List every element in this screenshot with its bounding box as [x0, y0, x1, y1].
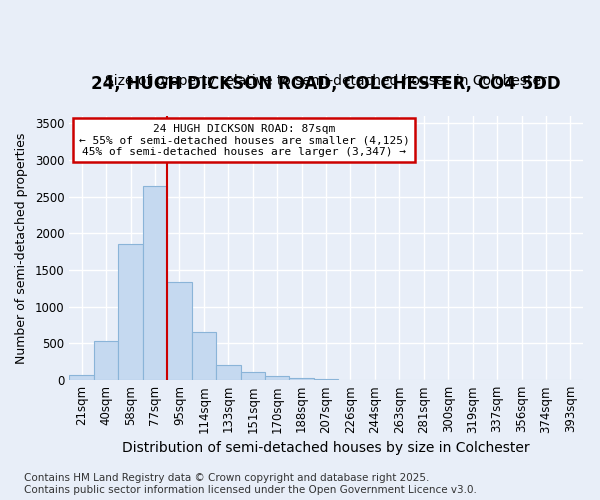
Bar — [241, 372, 265, 380]
Bar — [191, 332, 216, 380]
Bar — [94, 341, 118, 380]
Bar — [167, 282, 191, 380]
Text: 24, HUGH DICKSON ROAD, COLCHESTER, CO4 5DD: 24, HUGH DICKSON ROAD, COLCHESTER, CO4 5… — [91, 75, 561, 93]
Y-axis label: Number of semi-detached properties: Number of semi-detached properties — [15, 132, 28, 364]
Bar — [216, 365, 241, 380]
Bar — [314, 379, 338, 380]
Text: 24 HUGH DICKSON ROAD: 87sqm
← 55% of semi-detached houses are smaller (4,125)
45: 24 HUGH DICKSON ROAD: 87sqm ← 55% of sem… — [79, 124, 409, 157]
Bar — [70, 374, 94, 380]
Bar — [289, 378, 314, 380]
Bar — [143, 186, 167, 380]
X-axis label: Distribution of semi-detached houses by size in Colchester: Distribution of semi-detached houses by … — [122, 441, 530, 455]
Bar — [265, 376, 289, 380]
Text: Contains HM Land Registry data © Crown copyright and database right 2025.
Contai: Contains HM Land Registry data © Crown c… — [24, 474, 477, 495]
Title: Size of property relative to semi-detached houses in Colchester: Size of property relative to semi-detach… — [105, 74, 547, 88]
Bar — [118, 244, 143, 380]
